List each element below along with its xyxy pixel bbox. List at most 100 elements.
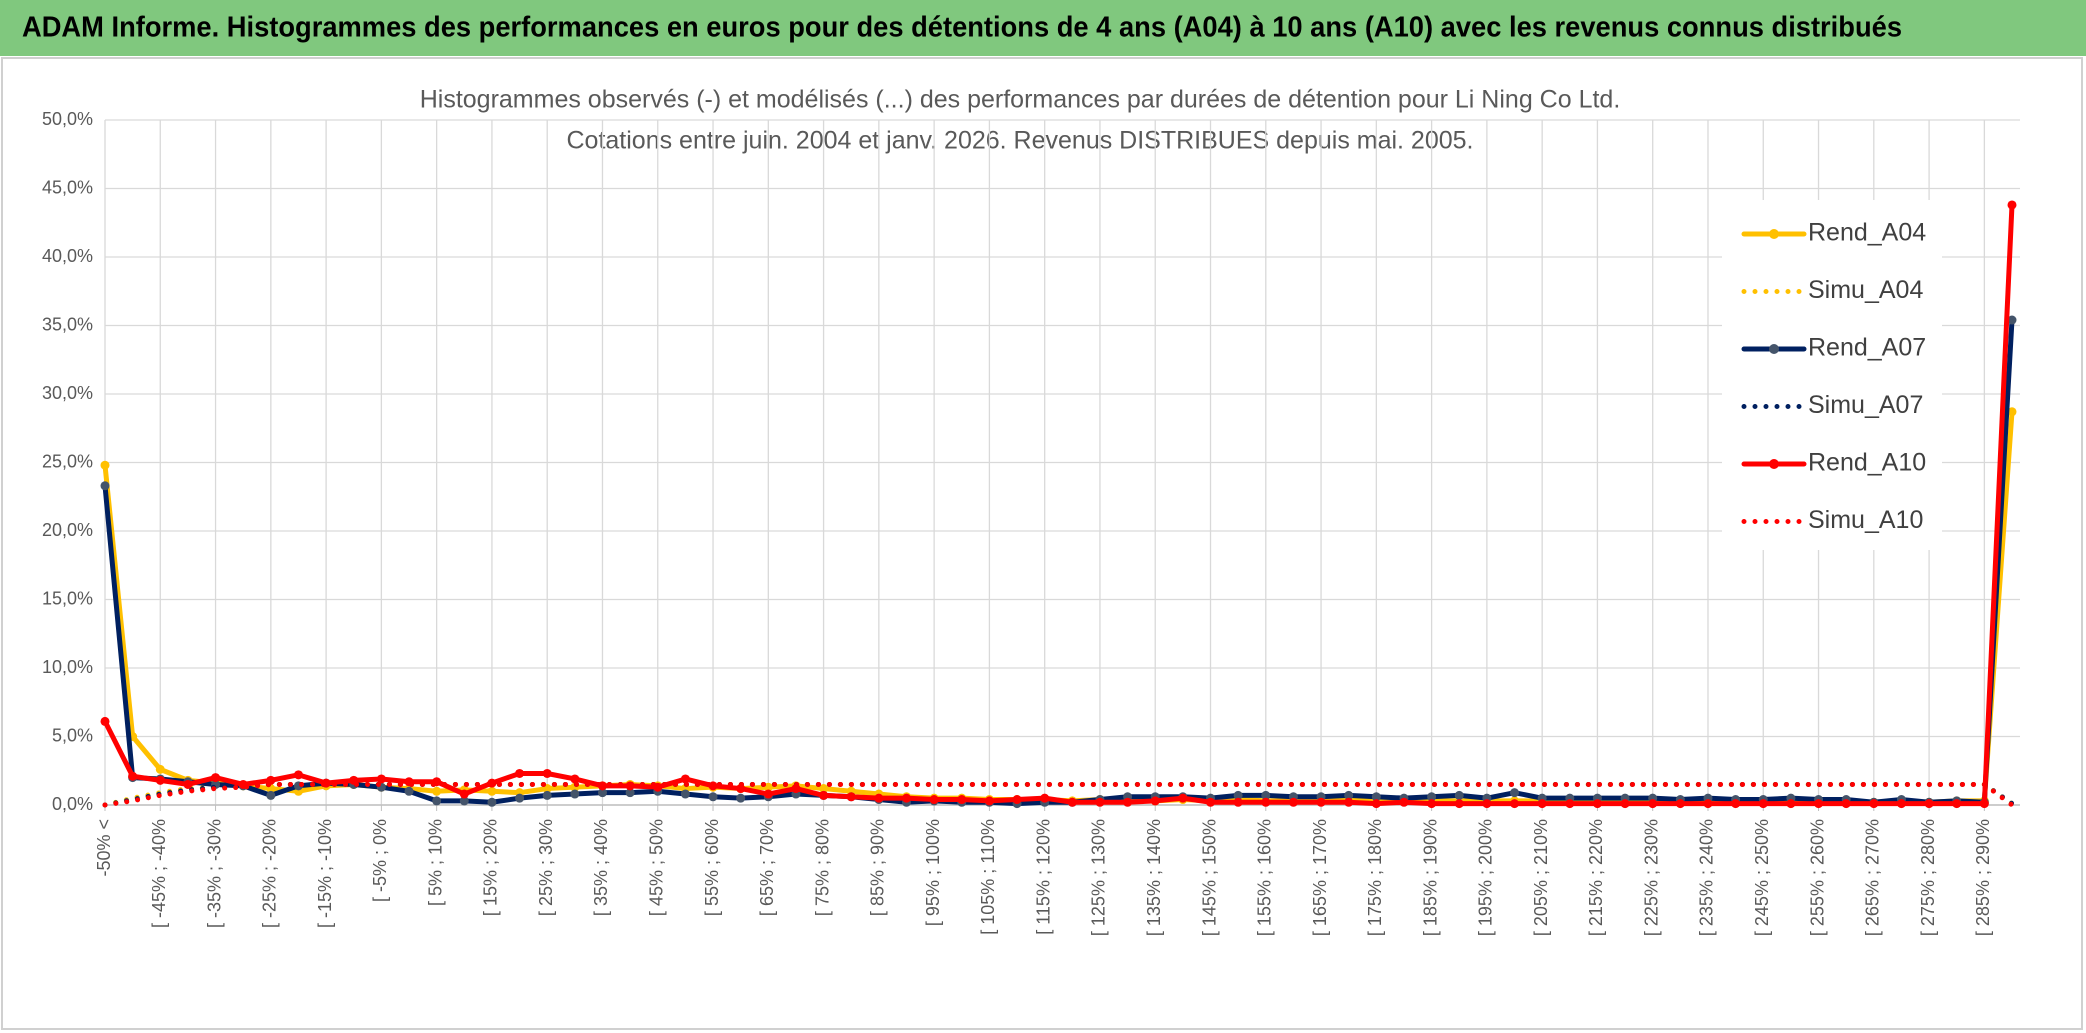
legend-label: Simu_A10 — [1808, 506, 1923, 534]
point-marker — [1233, 790, 1243, 800]
x-tick-label: [ 15% ; 20% — [481, 819, 501, 916]
y-tick-label: 5,0% — [52, 725, 93, 745]
point-marker — [155, 775, 165, 785]
y-tick-label: 10,0% — [42, 657, 93, 677]
x-tick-label: [ 125% ; 130% — [1089, 819, 1109, 936]
point-marker — [100, 481, 110, 491]
point-marker — [1371, 799, 1381, 809]
x-tick-label: [ 115% ; 120% — [1033, 819, 1053, 935]
chart-frame — [1, 57, 2083, 1030]
x-tick-label: [ 175% ; 180% — [1365, 819, 1385, 936]
legend-marker — [1769, 229, 1779, 239]
x-tick-label: [ 145% ; 150% — [1199, 819, 1219, 936]
point-marker — [984, 796, 994, 806]
point-marker — [1952, 799, 1962, 809]
legend-label: Rend_A07 — [1808, 334, 1926, 362]
x-tick-label: [ 255% ; 260% — [1807, 819, 1827, 936]
point-marker — [708, 792, 718, 802]
point-marker — [1261, 790, 1271, 800]
y-tick-label: 0,0% — [52, 794, 93, 814]
x-tick-label: [ 235% ; 240% — [1697, 819, 1717, 936]
point-marker — [763, 789, 773, 799]
point-marker — [487, 797, 497, 807]
header-title: ADAM Informe. Histogrammes des performan… — [22, 12, 1902, 44]
point-marker — [1731, 799, 1741, 809]
point-marker — [1261, 797, 1271, 807]
legend-marker — [1769, 459, 1779, 469]
point-marker — [1454, 790, 1464, 800]
point-marker — [459, 789, 469, 799]
point-marker — [459, 796, 469, 806]
x-tick-label: [ 205% ; 210% — [1531, 819, 1551, 936]
x-tick-label: [ 225% ; 230% — [1641, 819, 1661, 936]
legend-marker — [1769, 344, 1779, 354]
point-marker — [1288, 797, 1298, 807]
series-line — [102, 781, 2015, 808]
point-marker — [183, 779, 193, 789]
y-tick-label: 50,0% — [42, 109, 93, 129]
point-marker — [1233, 797, 1243, 807]
x-tick-label: [ -35% ; -30% — [204, 819, 224, 928]
point-marker — [376, 774, 386, 784]
point-marker — [128, 771, 138, 781]
legend-label: Simu_A07 — [1808, 391, 1923, 419]
point-marker — [542, 790, 552, 800]
point-marker — [404, 786, 414, 796]
point-marker — [1427, 799, 1437, 809]
x-tick-label: [ 45% ; 50% — [647, 819, 667, 916]
x-tick-label: [ 135% ; 140% — [1144, 819, 1164, 936]
x-tick-label: [ 265% ; 270% — [1863, 819, 1883, 936]
point-marker — [266, 790, 276, 800]
point-marker — [1510, 799, 1520, 809]
chart-title: Histogrammes observés (-) et modélisés (… — [420, 86, 1621, 114]
point-marker — [1592, 799, 1602, 809]
point-marker — [1841, 799, 1851, 809]
y-tick-label: 30,0% — [42, 383, 93, 403]
x-tick-label: [ 165% ; 170% — [1310, 819, 1330, 936]
x-tick-label: [ 105% ; 110% — [978, 819, 998, 935]
x-tick-label: [ 215% ; 220% — [1586, 819, 1606, 936]
point-marker — [1786, 799, 1796, 809]
point-marker — [1814, 799, 1824, 809]
point-marker — [1427, 792, 1437, 802]
chart-subtitle: Cotations entre juin. 2004 et janv. 2026… — [567, 127, 1474, 155]
point-marker — [819, 784, 829, 794]
point-marker — [1565, 799, 1575, 809]
x-tick-label: [ 155% ; 160% — [1255, 819, 1275, 936]
point-marker — [1371, 792, 1381, 802]
point-marker — [957, 795, 967, 805]
series-line — [102, 202, 2015, 807]
point-marker — [1675, 799, 1685, 809]
point-marker — [1703, 799, 1713, 809]
point-marker — [1620, 799, 1630, 809]
x-tick-label: [ 95% ; 100% — [923, 819, 943, 926]
y-tick-label: 35,0% — [42, 314, 93, 334]
x-tick-label: [ 195% ; 200% — [1476, 819, 1496, 936]
point-marker — [1454, 799, 1464, 809]
point-marker — [293, 770, 303, 780]
y-tick-label: 25,0% — [42, 451, 93, 471]
x-tick-label: [ 285% ; 290% — [1973, 819, 1993, 936]
point-marker — [597, 788, 607, 798]
point-marker — [570, 774, 580, 784]
point-marker — [819, 790, 829, 800]
point-marker — [1896, 799, 1906, 809]
y-tick-label: 15,0% — [42, 588, 93, 608]
point-marker — [515, 768, 525, 778]
legend-box — [1722, 200, 1942, 550]
point-marker — [1178, 793, 1188, 803]
point-marker — [2007, 315, 2017, 325]
point-marker — [1758, 799, 1768, 809]
point-marker — [1537, 799, 1547, 809]
legend-label: Rend_A04 — [1808, 219, 1926, 247]
point-marker — [680, 774, 690, 784]
point-marker — [1924, 799, 1934, 809]
legend-label: Simu_A04 — [1808, 276, 1923, 304]
point-marker — [2007, 200, 2017, 210]
x-tick-label: [ -5% ; 0% — [370, 819, 390, 902]
point-marker — [736, 793, 746, 803]
point-marker — [846, 792, 856, 802]
point-marker — [2007, 407, 2017, 417]
